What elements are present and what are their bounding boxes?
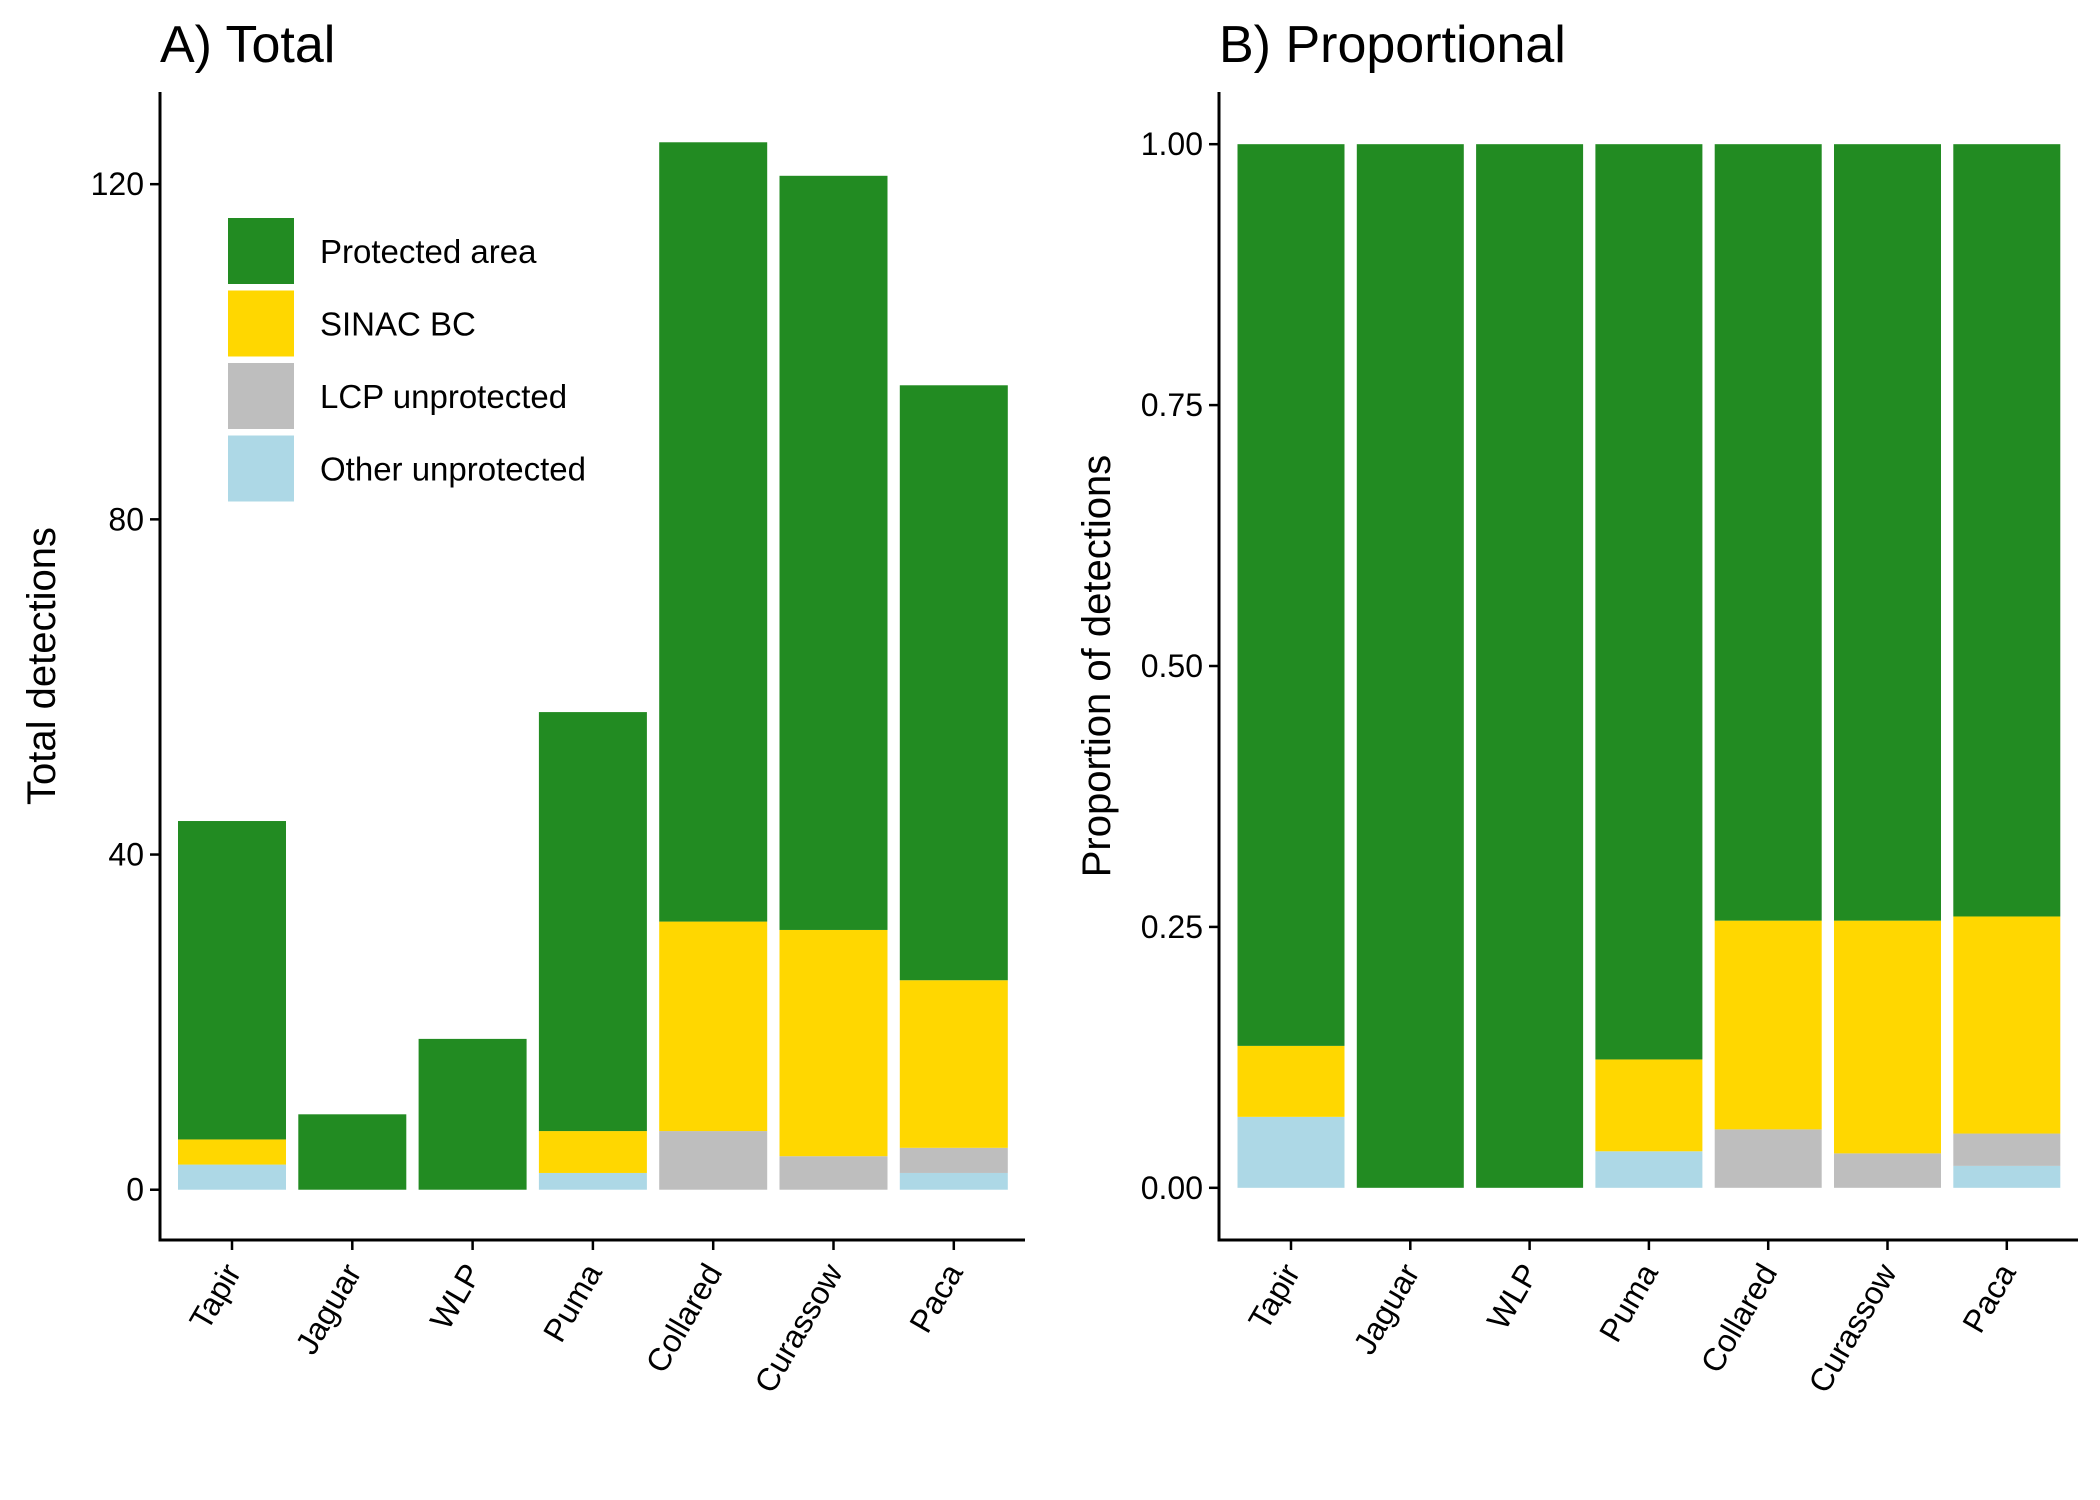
x-tick-label-curassow: Curassow [747, 1257, 850, 1399]
panel-a-y-axis-title: Total detections [20, 527, 64, 805]
bar-puma-other-unprotected [538, 1172, 647, 1190]
bar-jaguar-protected-area [1356, 144, 1464, 1188]
bar-curassow-lcp-unprotected [779, 1156, 888, 1190]
bar-puma-protected-area [1595, 144, 1703, 1060]
panel-a-total: A) Total Total detections 0 40 80 120 Tapir J… [20, 16, 1025, 1399]
bar-paca-lcp-unprotected [1953, 1133, 2061, 1166]
x-tick-label-paca: Paca [902, 1257, 970, 1338]
x-tick-label-tapir: Tapir [1241, 1257, 1307, 1335]
legend-key-protected-area [228, 218, 294, 284]
bar-collared-protected-area [659, 142, 768, 922]
bar-collared-lcp-unprotected [659, 1131, 768, 1190]
x-tick-label-puma: Puma [1592, 1257, 1665, 1348]
bar-paca-other-unprotected [899, 1172, 1008, 1190]
bar-curassow-lcp-unprotected [1834, 1153, 1941, 1188]
x-tick-label-collared: Collared [1693, 1258, 1784, 1379]
y-tick-label: 0 [126, 1172, 144, 1208]
bar-collared-protected-area [1714, 144, 1822, 921]
y-tick-label: 40 [108, 837, 144, 873]
panel-a-bars [178, 142, 1008, 1190]
legend-label-protected-area: Protected area [320, 233, 537, 270]
x-tick-label-collared: Collared [638, 1258, 729, 1379]
x-tick-label-paca: Paca [1955, 1257, 2023, 1338]
y-tick-label: 0.00 [1141, 1170, 1203, 1206]
bar-tapir-other-unprotected [1237, 1116, 1345, 1188]
y-tick-label: 80 [108, 501, 144, 537]
bar-tapir-protected-area [1237, 144, 1345, 1046]
y-tick-label: 0.75 [1141, 387, 1203, 423]
bar-tapir-sinac-bc [178, 1139, 286, 1165]
y-tick-label: 120 [91, 166, 144, 202]
legend: Protected area SINAC BC LCP unprotected Oth… [228, 218, 586, 502]
bar-paca-sinac-bc [899, 980, 1008, 1148]
legend-label-other-unprotected: Other unprotected [320, 451, 586, 488]
x-tick-label-jaguar: Jaguar [288, 1257, 368, 1360]
bar-collared-sinac-bc [1714, 920, 1822, 1130]
y-tick-label: 0.25 [1141, 909, 1203, 945]
bar-tapir-protected-area [178, 821, 286, 1140]
bar-curassow-sinac-bc [1834, 920, 1941, 1154]
y-tick-label: 1.00 [1141, 126, 1203, 162]
legend-key-sinac-bc [228, 290, 294, 357]
panel-b-title: B) Proportional [1219, 16, 1566, 74]
x-tick-label-tapir: Tapir [182, 1257, 248, 1335]
bar-paca-protected-area [1953, 144, 2061, 917]
bar-jaguar-protected-area [298, 1114, 407, 1190]
bar-tapir-sinac-bc [1237, 1045, 1345, 1117]
bar-paca-other-unprotected [1953, 1165, 2061, 1188]
x-tick-label-wlp: WLP [1480, 1258, 1546, 1336]
panel-b-proportional: B) Proportional Proportion of detections… [1075, 16, 2078, 1399]
panel-b-y-axis-title: Proportion of detections [1075, 455, 1119, 877]
x-tick-label-wlp: WLP [423, 1258, 489, 1336]
bar-paca-protected-area [899, 385, 1008, 981]
panel-b-bars [1237, 144, 2061, 1188]
legend-label-lcp-unprotected: LCP unprotected [320, 378, 567, 415]
bar-paca-lcp-unprotected [899, 1147, 1008, 1173]
bar-collared-sinac-bc [659, 921, 768, 1132]
bar-puma-sinac-bc [1595, 1059, 1703, 1152]
bar-puma-protected-area [538, 712, 647, 1132]
y-tick-label: 0.50 [1141, 648, 1203, 684]
bar-curassow-sinac-bc [779, 929, 888, 1157]
x-tick-label-curassow: Curassow [1801, 1257, 1904, 1399]
bar-puma-sinac-bc [538, 1131, 647, 1173]
panel-a-title: A) Total [160, 16, 335, 74]
legend-key-other-unprotected [228, 435, 294, 502]
bar-puma-other-unprotected [1595, 1151, 1703, 1188]
legend-key-lcp-unprotected [228, 363, 294, 429]
x-tick-label-jaguar: Jaguar [1346, 1257, 1426, 1360]
x-tick-label-puma: Puma [536, 1257, 609, 1348]
legend-label-sinac-bc: SINAC BC [320, 306, 476, 343]
bar-tapir-other-unprotected [178, 1164, 286, 1190]
bar-paca-sinac-bc [1953, 916, 2061, 1134]
bar-wlp-protected-area [418, 1038, 527, 1190]
bar-curassow-protected-area [779, 175, 888, 930]
bar-wlp-protected-area [1476, 144, 1584, 1188]
bar-curassow-protected-area [1834, 144, 1941, 921]
bar-collared-lcp-unprotected [1714, 1129, 1822, 1188]
